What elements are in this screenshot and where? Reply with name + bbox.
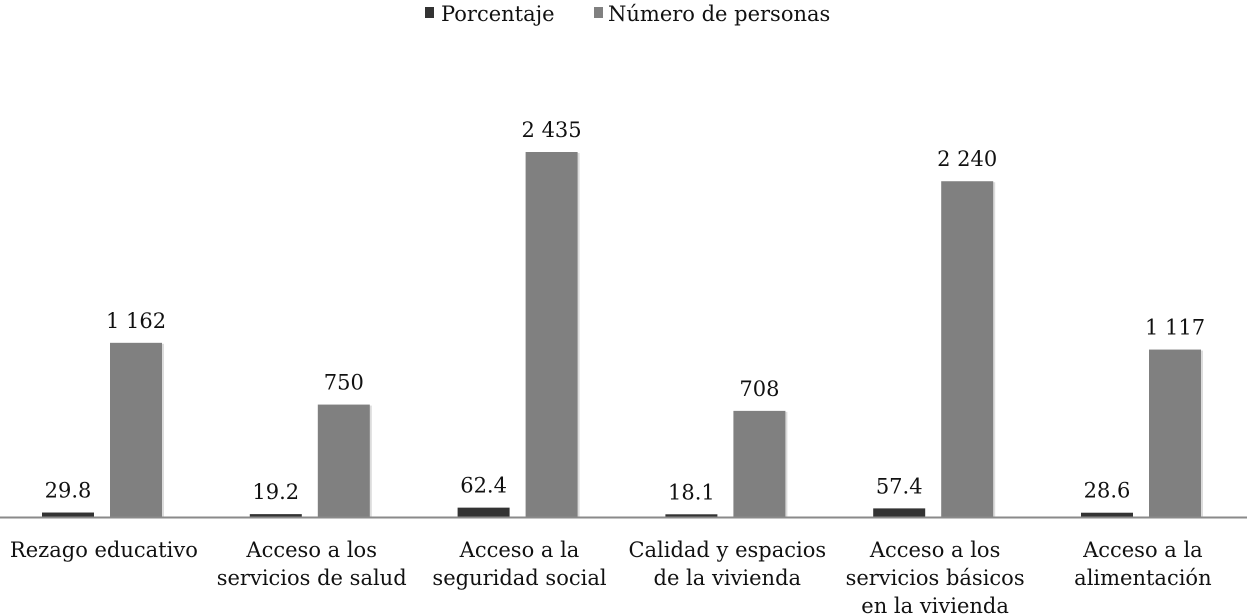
bar-numero-personas [941,181,994,517]
bar-porcentaje [873,508,926,517]
legend: Porcentaje Número de personas [425,2,830,26]
category-label: Acceso a los [869,538,1001,562]
legend-swatch-numero-personas [594,7,603,18]
data-label: 1 162 [106,309,166,333]
data-label: 750 [324,371,364,395]
bar-numero-personas [317,404,370,517]
category-label: Acceso a la [1082,538,1203,562]
bar-porcentaje [42,512,94,517]
category-label: seguridad social [432,566,606,590]
category-label: de la vivienda [654,566,802,590]
category-label: servicios básicos [846,566,1025,590]
category-label: Rezago educativo [10,538,198,562]
category-label: en la vivienda [861,594,1009,616]
legend-label-numero-personas: Número de personas [608,2,830,26]
data-label: 18.1 [668,480,715,504]
bar-numero-personas [733,410,786,517]
data-label: 2 435 [522,118,582,142]
category-label: Acceso a los [245,538,377,562]
category-label: servicios de salud [217,566,407,590]
plot-area: 29.8 1 162 Rezago educativo 19.2 750 Acceso a… [10,118,1212,616]
legend-swatch-porcentaje [425,7,434,18]
category-label: alimentación [1074,566,1211,590]
data-label: 62.4 [460,474,507,498]
category-label: Calidad y espacios [628,538,826,562]
bar-numero-personas [1149,349,1201,517]
data-label: 57.4 [876,474,923,498]
bar-porcentaje [249,514,302,517]
bar-porcentaje [665,514,718,517]
data-label: 2 240 [937,147,997,171]
data-label: 19.2 [252,480,299,504]
data-label: 28.6 [1084,479,1131,503]
bar-porcentaje [457,507,510,517]
bar-numero-personas [525,152,578,517]
data-label: 29.8 [45,479,92,503]
data-label: 1 117 [1145,316,1205,340]
category-label: Acceso a la [459,538,580,562]
bar-porcentaje [1081,512,1133,517]
data-label: 708 [739,377,779,401]
bar-numero-personas [110,342,162,517]
legend-label-porcentaje: Porcentaje [441,2,555,26]
